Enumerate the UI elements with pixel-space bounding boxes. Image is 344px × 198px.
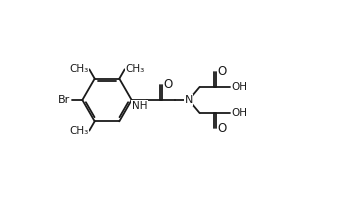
Text: O: O <box>163 78 172 91</box>
Text: CH₃: CH₃ <box>126 64 145 74</box>
Text: CH₃: CH₃ <box>69 126 88 136</box>
Text: O: O <box>217 122 226 135</box>
Text: CH₃: CH₃ <box>69 64 88 74</box>
Text: O: O <box>217 65 226 78</box>
Text: OH: OH <box>231 108 247 118</box>
Text: Br: Br <box>58 95 70 105</box>
Text: OH: OH <box>231 82 247 92</box>
Text: NH: NH <box>132 101 147 111</box>
Text: N: N <box>184 95 193 105</box>
